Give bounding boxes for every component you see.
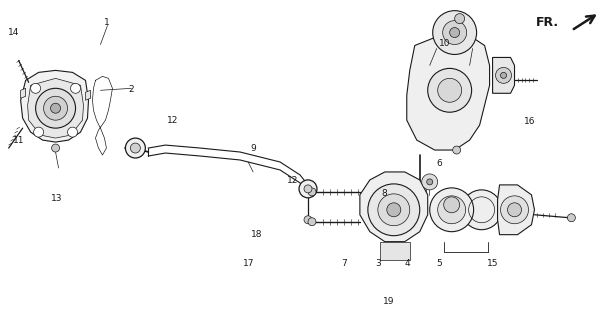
Circle shape bbox=[438, 196, 465, 224]
Circle shape bbox=[131, 143, 140, 153]
Text: 5: 5 bbox=[436, 259, 442, 268]
Circle shape bbox=[308, 218, 316, 226]
Text: 10: 10 bbox=[439, 39, 451, 48]
Circle shape bbox=[428, 68, 472, 112]
Polygon shape bbox=[407, 36, 490, 150]
Circle shape bbox=[308, 188, 316, 196]
Circle shape bbox=[71, 83, 81, 93]
Text: 17: 17 bbox=[243, 259, 255, 268]
Circle shape bbox=[432, 11, 476, 54]
Text: 6: 6 bbox=[436, 159, 442, 168]
Polygon shape bbox=[85, 90, 90, 100]
Polygon shape bbox=[380, 242, 410, 260]
Circle shape bbox=[427, 179, 432, 185]
Text: 13: 13 bbox=[51, 194, 62, 203]
Circle shape bbox=[68, 127, 77, 137]
Circle shape bbox=[422, 174, 438, 190]
Circle shape bbox=[438, 78, 462, 102]
Circle shape bbox=[52, 144, 60, 152]
Circle shape bbox=[304, 185, 312, 193]
Text: 18: 18 bbox=[251, 230, 262, 239]
Circle shape bbox=[378, 194, 410, 226]
Circle shape bbox=[43, 96, 68, 120]
Circle shape bbox=[429, 188, 473, 232]
Circle shape bbox=[304, 216, 312, 224]
Polygon shape bbox=[492, 58, 514, 93]
Circle shape bbox=[454, 14, 465, 24]
Text: 16: 16 bbox=[525, 117, 536, 126]
Text: 4: 4 bbox=[404, 259, 410, 268]
Circle shape bbox=[368, 184, 420, 236]
Text: 12: 12 bbox=[287, 176, 298, 185]
Circle shape bbox=[462, 190, 501, 230]
Circle shape bbox=[30, 83, 41, 93]
Polygon shape bbox=[21, 70, 88, 142]
Polygon shape bbox=[360, 172, 428, 242]
Text: 14: 14 bbox=[9, 28, 20, 37]
Polygon shape bbox=[498, 185, 534, 235]
Circle shape bbox=[453, 146, 461, 154]
Circle shape bbox=[387, 203, 401, 217]
Circle shape bbox=[450, 28, 460, 37]
Circle shape bbox=[443, 197, 460, 213]
Text: 3: 3 bbox=[375, 259, 381, 268]
Circle shape bbox=[495, 68, 512, 83]
Circle shape bbox=[501, 196, 528, 224]
Text: 15: 15 bbox=[487, 259, 498, 268]
Text: 19: 19 bbox=[383, 297, 395, 306]
Text: FR.: FR. bbox=[536, 16, 559, 29]
Text: 7: 7 bbox=[342, 259, 348, 268]
Circle shape bbox=[51, 103, 60, 113]
Polygon shape bbox=[21, 88, 26, 98]
Circle shape bbox=[299, 180, 317, 198]
Circle shape bbox=[126, 138, 145, 158]
Polygon shape bbox=[27, 78, 84, 138]
Text: 8: 8 bbox=[381, 189, 387, 198]
Text: 1: 1 bbox=[104, 19, 110, 28]
Circle shape bbox=[508, 203, 522, 217]
Text: 11: 11 bbox=[13, 136, 24, 145]
Circle shape bbox=[443, 20, 467, 44]
Text: 12: 12 bbox=[167, 116, 178, 125]
Circle shape bbox=[35, 88, 76, 128]
Circle shape bbox=[567, 214, 575, 222]
Text: 2: 2 bbox=[129, 85, 134, 94]
Text: 9: 9 bbox=[250, 144, 256, 153]
Circle shape bbox=[34, 127, 43, 137]
Circle shape bbox=[501, 72, 506, 78]
